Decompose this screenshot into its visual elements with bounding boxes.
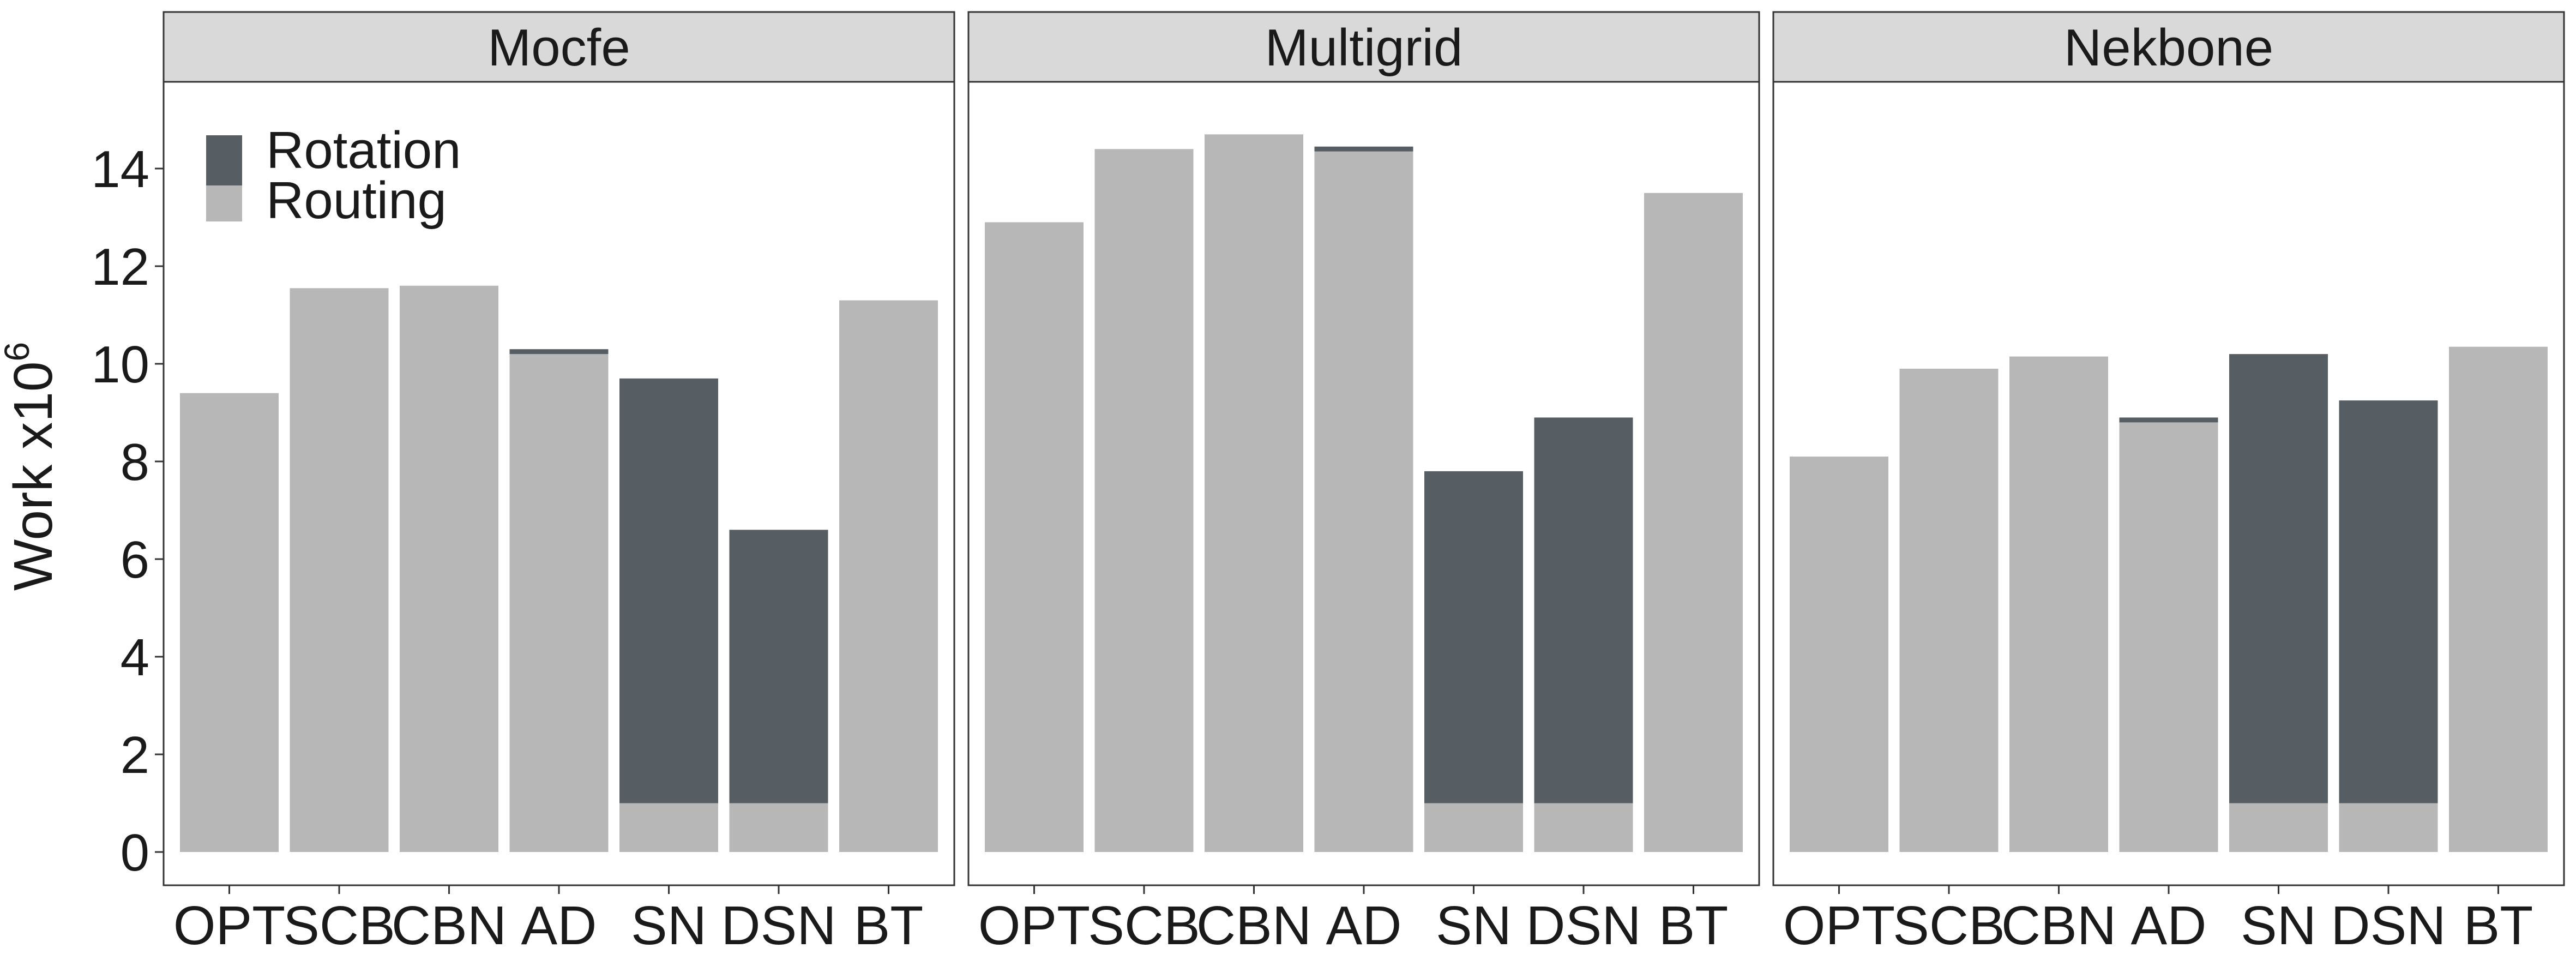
bar-routing-mocfe-sn <box>619 803 718 852</box>
x-tick-label-nekbone-ad: AD <box>2131 895 2207 956</box>
x-tick-label-mocfe-cbn: CBN <box>392 895 507 956</box>
bar-routing-mocfe-cbn <box>400 285 498 852</box>
bar-routing-multigrid-scb <box>1094 149 1194 853</box>
y-tick-label-4: 4 <box>121 628 149 687</box>
bar-routing-nekbone-opt <box>1790 457 1888 852</box>
facet-strip-multigrid <box>967 11 1760 83</box>
x-tick-label-multigrid-dsn: DSN <box>1526 895 1641 956</box>
bar-routing-multigrid-opt <box>985 222 1084 853</box>
x-tick-label-multigrid-scb: SCB <box>1088 895 1200 956</box>
y-axis-title-superscript: 6 <box>0 342 37 362</box>
bar-rotation-multigrid-ad <box>1314 146 1413 152</box>
y-axis-title-text: Work x10 <box>3 362 64 591</box>
x-tick-label-nekbone-cbn: CBN <box>2001 895 2116 956</box>
facet-strip-label-multigrid: Multigrid <box>1265 19 1463 77</box>
facet-strip-label-nekbone: Nekbone <box>2064 19 2273 77</box>
bar-rotation-nekbone-dsn <box>2339 400 2438 803</box>
bar-routing-nekbone-dsn <box>2339 803 2438 852</box>
legend-key-routing <box>206 185 242 221</box>
bar-rotation-nekbone-sn <box>2229 354 2328 803</box>
bar-routing-multigrid-dsn <box>1534 803 1633 852</box>
x-tick-label-nekbone-dsn: DSN <box>2331 895 2446 956</box>
bar-rotation-mocfe-sn <box>619 378 718 803</box>
x-tick-label-multigrid-sn: SN <box>1436 895 1512 956</box>
y-axis: 0 2 4 6 8 10 12 14 <box>91 140 164 882</box>
bar-routing-mocfe-ad <box>509 354 609 852</box>
x-tick-label-mocfe-bt: BT <box>854 895 924 956</box>
bar-routing-multigrid-cbn <box>1205 134 1303 853</box>
bar-rotation-multigrid-sn <box>1424 471 1523 803</box>
y-tick-label-10: 10 <box>91 335 149 394</box>
x-tick-label-nekbone-scb: SCB <box>1893 895 2005 956</box>
bar-routing-nekbone-ad <box>2119 422 2218 852</box>
bar-routing-nekbone-scb <box>1899 368 1999 852</box>
bar-rotation-multigrid-dsn <box>1534 417 1633 803</box>
bar-routing-nekbone-bt <box>2449 346 2548 852</box>
x-tick-label-nekbone-opt: OPT <box>1783 895 1895 956</box>
x-tick-label-multigrid-opt: OPT <box>978 895 1091 956</box>
bar-routing-nekbone-sn <box>2229 803 2328 852</box>
x-tick-label-mocfe-scb: SCB <box>283 895 395 956</box>
bar-routing-mocfe-scb <box>290 288 389 852</box>
bar-routing-mocfe-dsn <box>729 803 828 852</box>
legend-key-rotation <box>206 135 242 185</box>
y-tick-label-8: 8 <box>121 433 149 491</box>
x-tick-label-mocfe-ad: AD <box>521 895 597 956</box>
y-tick-label-14: 14 <box>91 140 149 199</box>
x-tick-label-multigrid-ad: AD <box>1326 895 1402 956</box>
y-axis-title: Work x106 <box>0 342 64 591</box>
bar-routing-mocfe-bt <box>839 300 938 852</box>
bar-routing-nekbone-cbn <box>2009 356 2108 852</box>
x-tick-label-nekbone-sn: SN <box>2241 895 2316 956</box>
facet-strip-mocfe <box>162 11 955 83</box>
bar-rotation-nekbone-ad <box>2119 417 2218 423</box>
bar-rotation-mocfe-dsn <box>729 530 828 803</box>
bar-rotation-mocfe-ad <box>509 349 609 355</box>
x-tick-label-mocfe-dsn: DSN <box>721 895 836 956</box>
x-tick-label-mocfe-sn: SN <box>631 895 707 956</box>
x-tick-label-mocfe-opt: OPT <box>173 895 286 956</box>
bar-routing-multigrid-ad <box>1314 151 1413 852</box>
y-tick-label-6: 6 <box>121 531 149 589</box>
legend-label-routing: Routing <box>266 171 447 230</box>
y-tick-label-0: 0 <box>121 824 149 882</box>
bar-routing-multigrid-bt <box>1644 193 1743 852</box>
x-tick-label-multigrid-bt: BT <box>1659 895 1729 956</box>
bar-routing-multigrid-sn <box>1424 803 1523 852</box>
facet-strip-label-mocfe: Mocfe <box>487 19 630 77</box>
y-tick-label-12: 12 <box>91 238 149 296</box>
legend-label-rotation: Rotation <box>266 121 461 179</box>
x-tick-label-multigrid-cbn: CBN <box>1196 895 1311 956</box>
x-tick-label-nekbone-bt: BT <box>2464 895 2533 956</box>
bar-routing-mocfe-opt <box>180 393 279 852</box>
y-tick-label-2: 2 <box>121 726 149 784</box>
